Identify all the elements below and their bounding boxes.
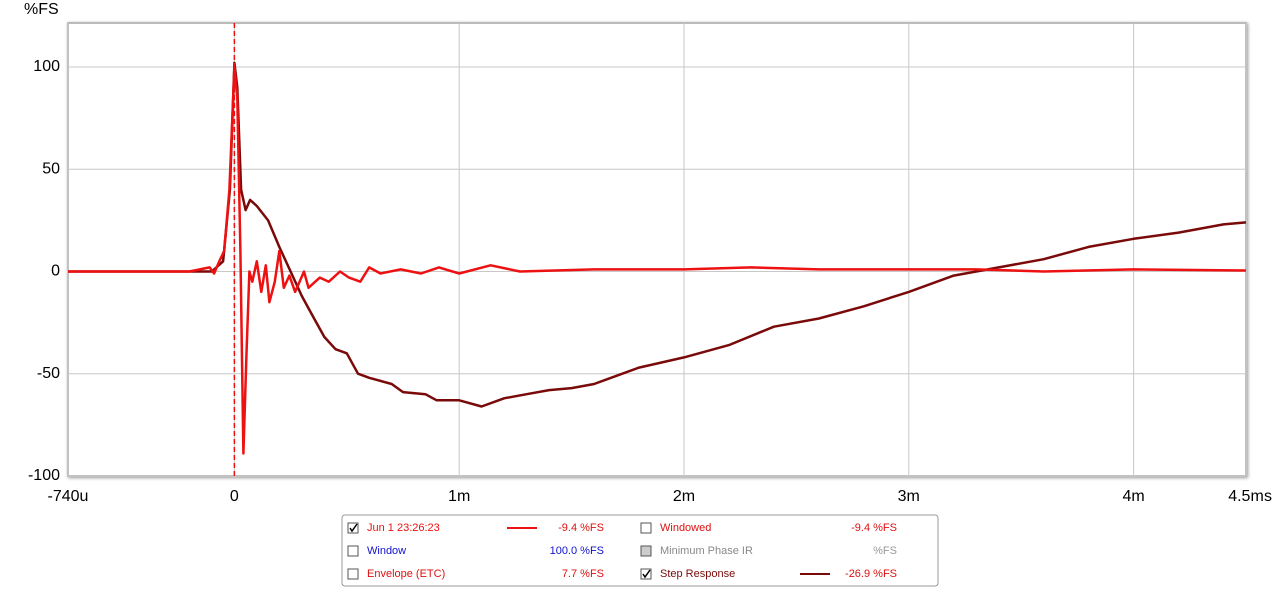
x-tick-label: -740u xyxy=(48,488,89,505)
legend-label[interactable]: Jun 1 23:26:23 xyxy=(367,522,440,534)
y-tick-label: 0 xyxy=(51,263,60,280)
y-axis-label: %FS xyxy=(24,1,59,18)
checkbox[interactable] xyxy=(347,568,359,580)
x-tick-label: 0 xyxy=(230,488,239,505)
x-tick-label: 3m xyxy=(898,488,920,505)
checkbox xyxy=(640,545,652,557)
checkbox[interactable] xyxy=(640,568,652,580)
legend-label[interactable]: Windowed xyxy=(660,522,711,534)
x-tick-label: 4.5m xyxy=(1228,488,1264,505)
legend-readout: -9.4 %FS xyxy=(851,522,897,534)
series-line xyxy=(68,61,1247,408)
checkbox[interactable] xyxy=(640,522,652,534)
x-tick-label: 2m xyxy=(673,488,695,505)
legend-readout: 100.0 %FS xyxy=(550,545,604,557)
check-mark xyxy=(642,569,651,579)
legend-label[interactable]: Step Response xyxy=(660,568,735,580)
x-tick-label: 1m xyxy=(448,488,470,505)
legend-panel xyxy=(341,514,939,587)
series-line xyxy=(68,65,1247,455)
legend-label[interactable]: Window xyxy=(367,545,406,557)
y-tick-label: -50 xyxy=(37,365,60,382)
legend-readout: %FS xyxy=(873,545,897,557)
x-tick-label: 4m xyxy=(1122,488,1144,505)
checkbox[interactable] xyxy=(347,522,359,534)
checkbox[interactable] xyxy=(347,545,359,557)
legend-readout: 7.7 %FS xyxy=(562,568,604,580)
legend-label[interactable]: Envelope (ETC) xyxy=(367,568,445,580)
y-tick-label: 50 xyxy=(42,160,60,177)
x-unit: s xyxy=(1264,488,1272,505)
legend-readout: -9.4 %FS xyxy=(558,522,604,534)
legend-label[interactable]: Minimum Phase IR xyxy=(660,545,753,557)
check-mark xyxy=(349,523,358,533)
legend-readout: -26.9 %FS xyxy=(845,568,897,580)
plot-area xyxy=(67,22,1247,477)
y-tick-label: 100 xyxy=(33,58,60,75)
y-tick-label: -100 xyxy=(28,467,60,484)
